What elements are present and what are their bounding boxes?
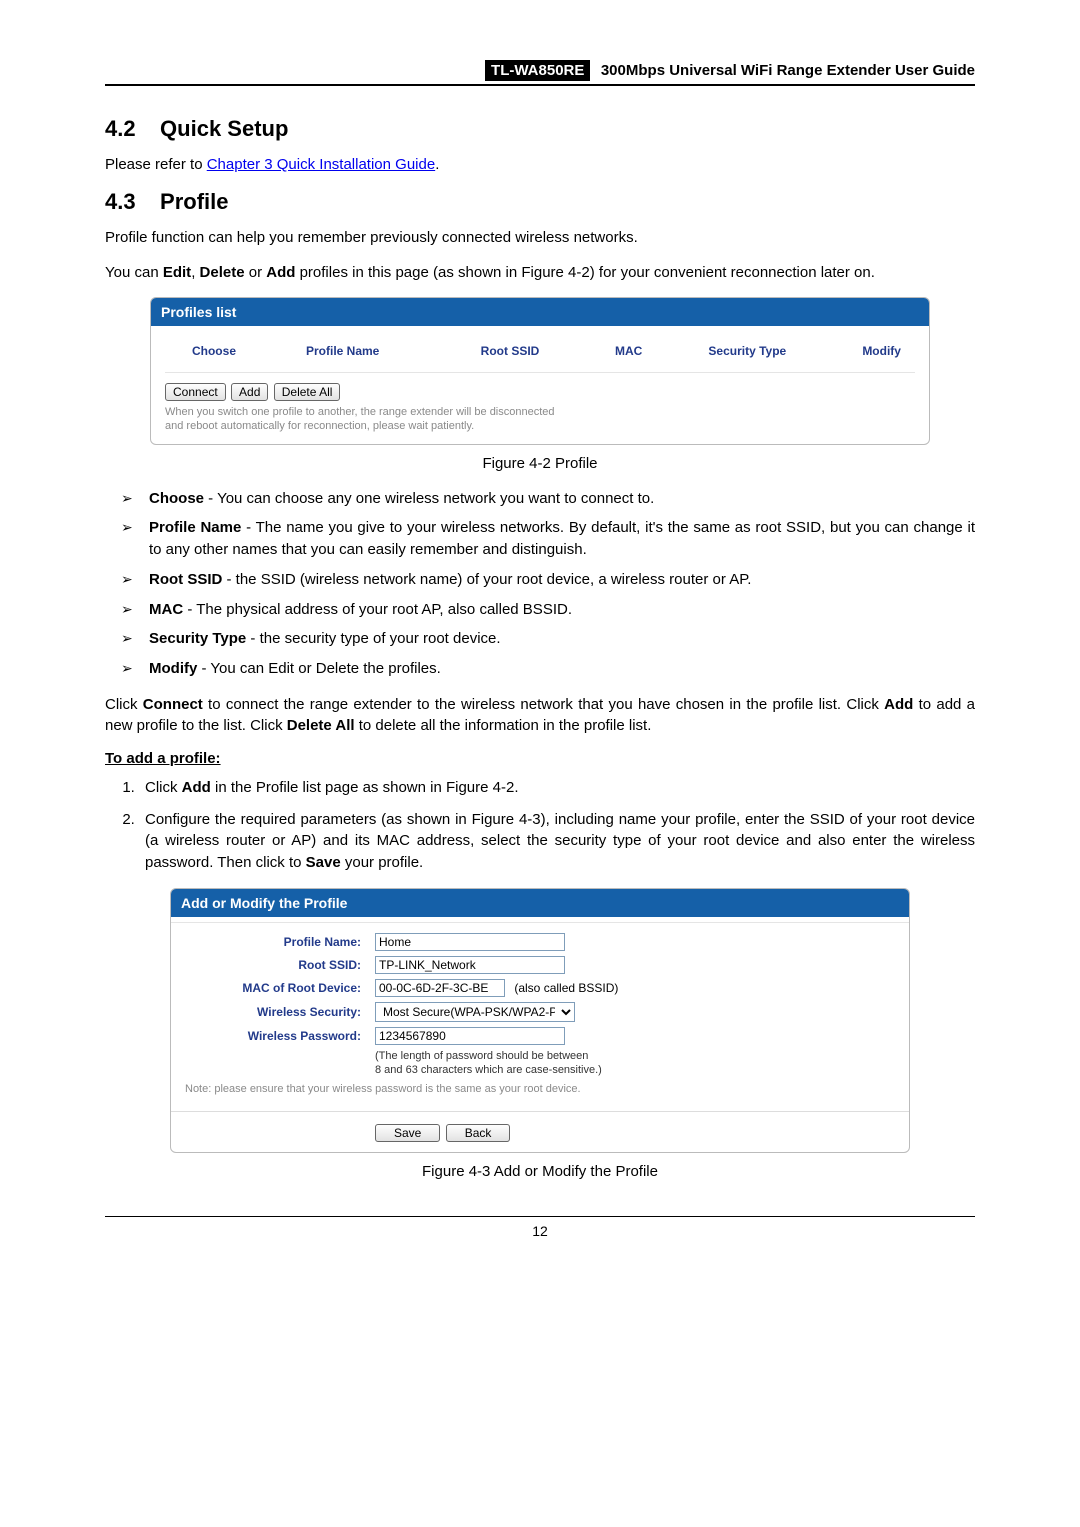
input-mac[interactable] [375,979,505,997]
profiles-list-header: Profiles list [151,298,929,326]
step-1: Click Add in the Profile list page as sh… [139,777,975,799]
bullet-mac: MAC - The physical address of your root … [131,599,975,621]
profiles-list-panel: Profiles list Choose Profile Name Root S… [150,297,930,445]
input-root-ssid[interactable] [375,956,565,974]
input-password[interactable] [375,1027,565,1045]
input-profile-name[interactable] [375,933,565,951]
delete-all-button[interactable]: Delete All [274,383,341,401]
bullet-choose: Choose - You can choose any one wireless… [131,488,975,510]
add-modify-panel: Add or Modify the Profile Profile Name: … [170,888,910,1154]
page-number: 12 [105,1216,975,1239]
model-badge: TL-WA850RE [485,60,590,81]
profiles-columns: Choose Profile Name Root SSID MAC Securi… [165,330,915,373]
col-security-type: Security Type [664,344,831,358]
select-security[interactable]: Most Secure(WPA-PSK/WPA2-PS [375,1002,575,1022]
add-profile-steps: Click Add in the Profile list page as sh… [105,777,975,874]
password-hint: (The length of password should be betwee… [375,1050,895,1078]
click-paragraph: Click Connect to connect the range exten… [105,694,975,736]
section-4-3-heading: 4.3 Profile [105,189,975,215]
col-root-ssid: Root SSID [426,344,593,358]
header-title: 300Mbps Universal WiFi Range Extender Us… [601,62,975,79]
col-profile-name: Profile Name [259,344,426,358]
also-called-bssid: (also called BSSID) [514,981,618,995]
chapter-3-link[interactable]: Chapter 3 Quick Installation Guide [207,156,435,173]
step-2: Configure the required parameters (as sh… [139,809,975,874]
to-add-profile-heading: To add a profile: [105,750,975,767]
figure-4-2-caption: Figure 4-2 Profile [105,455,975,472]
label-root-ssid: Root SSID: [185,958,375,972]
figure-4-3-caption: Figure 4-3 Add or Modify the Profile [105,1163,975,1180]
col-modify: Modify [831,344,911,358]
section-4-2-heading: 4.2 Quick Setup [105,116,975,142]
col-choose: Choose [169,344,259,358]
profile-intro-1: Profile function can help you remember p… [105,227,975,248]
profiles-note: When you switch one profile to another, … [165,405,915,434]
label-password: Wireless Password: [185,1029,375,1043]
bullet-root-ssid: Root SSID - the SSID (wireless network n… [131,569,975,591]
profile-fields-list: Choose - You can choose any one wireless… [105,488,975,680]
document-header: TL-WA850RE 300Mbps Universal WiFi Range … [105,60,975,86]
label-security: Wireless Security: [185,1005,375,1019]
add-panel-note: Note: please ensure that your wireless p… [185,1083,895,1095]
col-mac: MAC [594,344,664,358]
section-4-2-intro: Please refer to Chapter 3 Quick Installa… [105,154,975,175]
back-button[interactable]: Back [446,1124,511,1142]
bullet-modify: Modify - You can Edit or Delete the prof… [131,658,975,680]
connect-button[interactable]: Connect [165,383,226,401]
bullet-security-type: Security Type - the security type of you… [131,628,975,650]
label-mac: MAC of Root Device: [185,981,375,995]
profile-intro-2: You can Edit, Delete or Add profiles in … [105,262,975,283]
add-button[interactable]: Add [231,383,268,401]
add-modify-header: Add or Modify the Profile [171,889,909,917]
save-button[interactable]: Save [375,1124,440,1142]
label-profile-name: Profile Name: [185,935,375,949]
bullet-profile-name: Profile Name - The name you give to your… [131,517,975,561]
